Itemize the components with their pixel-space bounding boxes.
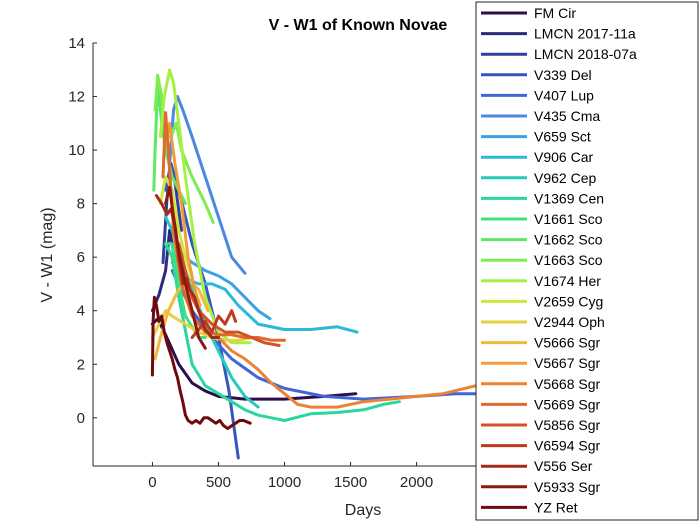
legend-label: V1662 Sco bbox=[534, 232, 603, 248]
y-tick-label: 0 bbox=[77, 410, 85, 427]
series-line-v5666-sgr bbox=[153, 279, 210, 361]
series-line-v5667-sgr bbox=[164, 121, 202, 307]
series-layer bbox=[150, 68, 476, 460]
y-axis-label: V - W1 (mag) bbox=[39, 207, 56, 302]
series-line-v5669-sgr bbox=[161, 111, 286, 342]
legend-label: V556 Ser bbox=[534, 458, 593, 474]
legend-label: V962 Cep bbox=[534, 170, 596, 186]
plot-area bbox=[93, 43, 476, 466]
legend-label: V435 Cma bbox=[534, 108, 600, 124]
y-tick-label: 2 bbox=[77, 356, 85, 373]
legend-label: V5666 Sgr bbox=[534, 335, 600, 351]
legend-label: V659 Sct bbox=[534, 129, 591, 145]
legend-label: V5933 Sgr bbox=[534, 479, 600, 495]
series-line-v5668-sgr bbox=[203, 322, 476, 409]
x-axis-label: Days bbox=[345, 502, 381, 519]
series-line-v2659-cyg bbox=[158, 175, 194, 281]
x-tick-label: 0 bbox=[148, 474, 156, 491]
legend-label: V5668 Sgr bbox=[534, 376, 600, 392]
legend-label: V1661 Sco bbox=[534, 211, 603, 227]
legend-label: LMCN 2017-11a bbox=[534, 26, 636, 42]
series-line-yz-ret bbox=[150, 295, 252, 430]
legend-label: V5856 Sgr bbox=[534, 417, 600, 433]
legend-label: YZ Ret bbox=[534, 499, 578, 515]
x-tick-label: 1000 bbox=[268, 474, 301, 491]
y-tick-label: 12 bbox=[68, 89, 85, 106]
legend-label: V6594 Sgr bbox=[534, 438, 600, 454]
ticks-layer: 0 500 1000 1500 2000 0 2 4 6 8 10 12 14 bbox=[68, 35, 433, 491]
x-tick-label: 1500 bbox=[334, 474, 367, 491]
legend: FM Cir LMCN 2017-11a LMCN 2018-07a V339 Del… bbox=[475, 1, 699, 521]
series-line-v6594-sgr bbox=[190, 309, 238, 339]
legend-label: V1369 Cen bbox=[534, 190, 604, 206]
series-line-v1369-cen bbox=[164, 242, 401, 422]
series-line-v659-sct bbox=[170, 250, 272, 321]
legend-label: V407 Lup bbox=[534, 87, 594, 103]
legend-label: V339 Del bbox=[534, 67, 592, 83]
y-tick-label: 4 bbox=[77, 303, 85, 320]
y-tick-label: 6 bbox=[77, 249, 85, 266]
chart-title: V - W1 of Known Novae bbox=[269, 17, 448, 34]
y-tick-label: 8 bbox=[77, 196, 85, 213]
legend-label: V2659 Cyg bbox=[534, 293, 603, 309]
legend-label: V5669 Sgr bbox=[534, 396, 600, 412]
y-tick-label: 14 bbox=[68, 35, 85, 52]
y-tick-label: 10 bbox=[68, 142, 85, 159]
legend-label: V1663 Sco bbox=[534, 252, 603, 268]
series-line-v1663-sco bbox=[153, 73, 215, 224]
legend-label: FM Cir bbox=[534, 5, 576, 21]
series-line-v5933-sgr bbox=[164, 186, 207, 350]
legend-label: V2944 Oph bbox=[534, 314, 605, 330]
legend-label: V906 Car bbox=[534, 149, 593, 165]
series-line-v435-cma bbox=[168, 95, 247, 275]
legend-label: V5667 Sgr bbox=[534, 355, 600, 371]
x-tick-label: 2000 bbox=[400, 474, 433, 491]
legend-label: V1674 Her bbox=[534, 273, 601, 289]
legend-label: LMCN 2018-07a bbox=[534, 46, 637, 62]
x-tick-label: 500 bbox=[206, 474, 231, 491]
